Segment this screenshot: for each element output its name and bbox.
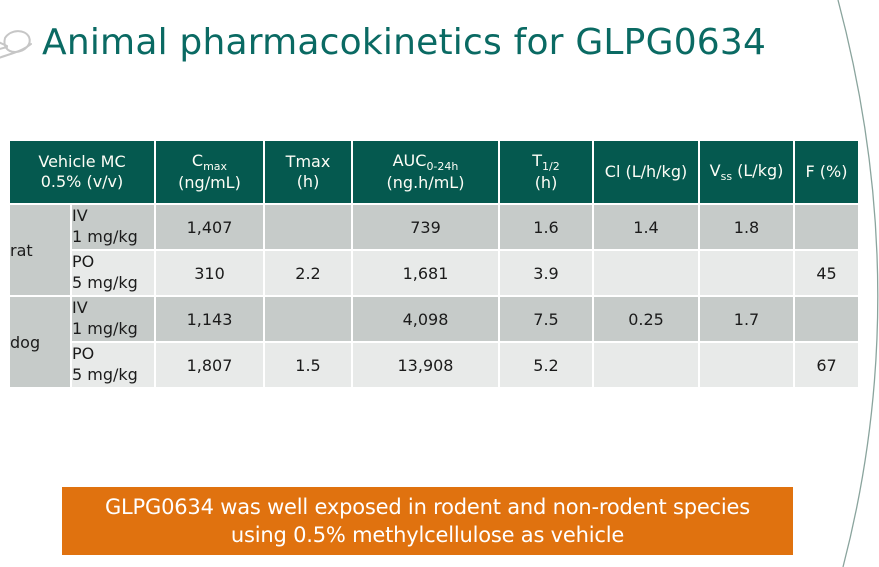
col-header-vehicle: Vehicle MC 0.5% (v/v) xyxy=(8,139,156,205)
species-cell-dog: dog xyxy=(8,295,72,389)
t12-value: 1.6 xyxy=(498,203,594,251)
vss-value: 1.8 xyxy=(698,203,795,251)
col-header-tmax: Tmax (h) xyxy=(263,139,353,205)
auc-value: 13,908 xyxy=(351,341,500,389)
bird-logo-icon xyxy=(0,22,37,70)
callout-line-2: using 0.5% methylcellulose as vehicle xyxy=(230,523,625,547)
table-header-row: Vehicle MC 0.5% (v/v) Cmax (ng/mL) Tmax … xyxy=(8,139,860,205)
col-header-f: F (%) xyxy=(793,139,860,205)
col-header-t12: T1/2 (h) xyxy=(498,139,594,205)
route-cell: IV 1 mg/kg xyxy=(70,203,156,251)
cl-value xyxy=(592,249,700,297)
pk-table: Vehicle MC 0.5% (v/v) Cmax (ng/mL) Tmax … xyxy=(8,139,860,389)
route-cell: IV 1 mg/kg xyxy=(70,295,156,343)
cl-value: 0.25 xyxy=(592,295,700,343)
col-header-auc: AUC0-24h (ng.h/mL) xyxy=(351,139,500,205)
f-value: 67 xyxy=(793,341,860,389)
cmax-value: 310 xyxy=(154,249,265,297)
tmax-value: 2.2 xyxy=(263,249,353,297)
cmax-value: 1,407 xyxy=(154,203,265,251)
auc-value: 4,098 xyxy=(351,295,500,343)
cmax-value: 1,143 xyxy=(154,295,265,343)
auc-value: 1,681 xyxy=(351,249,500,297)
route-cell: PO 5 mg/kg xyxy=(70,249,156,297)
table-row-dog-po: PO 5 mg/kg 1,807 1.5 13,908 5.2 67 xyxy=(9,341,860,389)
conclusion-callout: GLPG0634 was well exposed in rodent and … xyxy=(62,487,793,555)
col-header-cl: Cl (L/h/kg) xyxy=(592,139,700,205)
cl-value xyxy=(592,341,700,389)
table-row-dog-iv: dog IV 1 mg/kg 1,143 4,098 7.5 0.25 1.7 xyxy=(8,295,860,389)
cmax-value: 1,807 xyxy=(154,341,265,389)
col-header-vss: Vss (L/kg) xyxy=(698,139,795,205)
f-value xyxy=(793,295,860,343)
f-value: 45 xyxy=(793,249,860,297)
cl-value: 1.4 xyxy=(592,203,700,251)
vss-value xyxy=(698,341,795,389)
species-cell-rat: rat xyxy=(8,203,72,297)
page-title: Animal pharmacokinetics for GLPG0634 xyxy=(42,22,767,63)
route-cell: PO 5 mg/kg xyxy=(70,341,156,389)
vss-value xyxy=(698,249,795,297)
tmax-value xyxy=(263,295,353,343)
table-row-rat-po: PO 5 mg/kg 310 2.2 1,681 3.9 45 xyxy=(9,249,860,297)
t12-value: 5.2 xyxy=(498,341,594,389)
t12-value: 3.9 xyxy=(498,249,594,297)
t12-value: 7.5 xyxy=(498,295,594,343)
table-row-rat-iv: rat IV 1 mg/kg 1,407 739 1.6 1.4 1.8 xyxy=(8,203,860,297)
col-header-cmax: Cmax (ng/mL) xyxy=(154,139,265,205)
f-value xyxy=(793,203,860,251)
auc-value: 739 xyxy=(351,203,500,251)
callout-line-1: GLPG0634 was well exposed in rodent and … xyxy=(104,494,750,519)
tmax-value xyxy=(263,203,353,251)
tmax-value: 1.5 xyxy=(263,341,353,389)
vss-value: 1.7 xyxy=(698,295,795,343)
